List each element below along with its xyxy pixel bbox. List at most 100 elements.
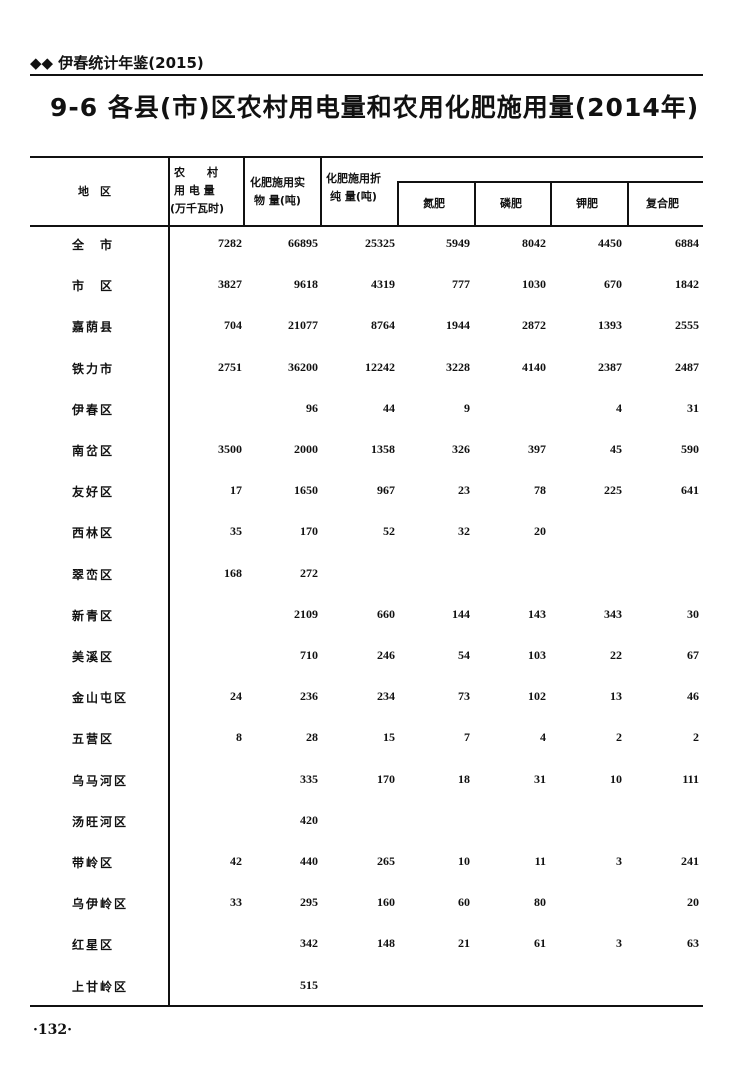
region-label: 嘉荫县 bbox=[72, 320, 115, 335]
table-cell: 102 bbox=[528, 689, 546, 704]
table-cell: 2872 bbox=[522, 318, 546, 333]
running-head: ◆◆ 伊春统计年鉴(2015) bbox=[30, 54, 204, 72]
region-label: 全 市 bbox=[72, 238, 115, 252]
table-cell: 1944 bbox=[446, 318, 470, 333]
table-cell: 28 bbox=[306, 730, 318, 745]
col-divider bbox=[550, 181, 552, 226]
table-cell: 670 bbox=[604, 277, 622, 292]
table-cell: 18 bbox=[458, 771, 470, 786]
table-cell: 2109 bbox=[294, 606, 318, 621]
region-label: 五营区 bbox=[72, 732, 115, 747]
table-cell: 967 bbox=[377, 483, 395, 498]
table-top-rule bbox=[30, 156, 703, 158]
table-cell: 1393 bbox=[598, 318, 622, 333]
header-electricity-3: (万千瓦时) bbox=[170, 202, 225, 215]
table-cell: 1358 bbox=[371, 442, 395, 456]
table-cell: 66895 bbox=[288, 236, 318, 250]
table-cell: 3500 bbox=[218, 442, 242, 456]
table-cell: 3 bbox=[616, 936, 622, 951]
region-label: 乌马河区 bbox=[72, 773, 129, 788]
table-cell: 7 bbox=[464, 730, 470, 745]
table-cell: 9618 bbox=[294, 277, 318, 292]
table-cell: 3827 bbox=[218, 277, 242, 292]
table-cell: 2000 bbox=[294, 442, 318, 456]
table-cell: 234 bbox=[377, 689, 395, 704]
header-nitrogen: 氮肥 bbox=[423, 197, 445, 210]
table-cell: 20 bbox=[534, 524, 546, 539]
table-cell: 20 bbox=[687, 895, 699, 910]
table-cell: 8 bbox=[236, 730, 242, 745]
table-cell: 31 bbox=[687, 400, 699, 415]
table-cell: 5949 bbox=[446, 236, 470, 250]
table-cell: 73 bbox=[458, 689, 470, 704]
header-bottom-rule bbox=[30, 225, 703, 227]
table-cell: 63 bbox=[687, 936, 699, 951]
header-fert-actual-1: 化肥施用实 bbox=[250, 176, 305, 189]
table-cell: 23 bbox=[458, 483, 470, 498]
region-label: 金山屯区 bbox=[72, 691, 129, 706]
header-rule bbox=[30, 74, 703, 76]
table-cell: 7282 bbox=[218, 236, 242, 250]
table-cell: 170 bbox=[377, 771, 395, 786]
table-cell: 397 bbox=[528, 442, 546, 456]
header-electricity-1: 农 村 bbox=[174, 166, 218, 179]
table-cell: 15 bbox=[383, 730, 395, 745]
region-label: 红星区 bbox=[72, 938, 115, 953]
table-cell: 3228 bbox=[446, 359, 470, 374]
table-cell: 170 bbox=[300, 524, 318, 539]
table-cell: 326 bbox=[452, 442, 470, 456]
header-region: 地 区 bbox=[78, 185, 111, 198]
table-cell: 42 bbox=[230, 854, 242, 868]
table-cell: 35 bbox=[230, 524, 242, 539]
table-cell: 2387 bbox=[598, 359, 622, 374]
table-cell: 60 bbox=[458, 895, 470, 910]
table-cell: 160 bbox=[377, 895, 395, 910]
header-fert-pure-1: 化肥施用折 bbox=[326, 172, 381, 185]
region-label: 铁力市 bbox=[72, 361, 115, 376]
region-label: 友好区 bbox=[72, 485, 115, 500]
header-potash: 钾肥 bbox=[576, 197, 598, 210]
page-number: ·132· bbox=[33, 1022, 72, 1038]
table-cell: 265 bbox=[377, 854, 395, 868]
region-label: 带岭区 bbox=[72, 856, 115, 870]
table-cell: 2751 bbox=[218, 359, 242, 374]
table-cell: 32 bbox=[458, 524, 470, 539]
table-cell: 143 bbox=[528, 606, 546, 621]
table-cell: 45 bbox=[610, 442, 622, 456]
table-cell: 96 bbox=[306, 400, 318, 415]
table-cell: 641 bbox=[681, 483, 699, 498]
table-cell: 1030 bbox=[522, 277, 546, 292]
table-cell: 22 bbox=[610, 648, 622, 662]
table-cell: 52 bbox=[383, 524, 395, 539]
table-cell: 25325 bbox=[365, 236, 395, 250]
table-cell: 13 bbox=[610, 689, 622, 704]
table-cell: 12242 bbox=[365, 359, 395, 374]
table-cell: 111 bbox=[682, 771, 699, 786]
col-divider bbox=[243, 157, 245, 226]
region-label: 乌伊岭区 bbox=[72, 897, 129, 912]
table-cell: 61 bbox=[534, 936, 546, 951]
table-cell: 2487 bbox=[675, 359, 699, 374]
table-cell: 4450 bbox=[598, 236, 622, 250]
region-label: 西林区 bbox=[72, 526, 115, 541]
table-cell: 36200 bbox=[288, 359, 318, 374]
region-label: 南岔区 bbox=[72, 444, 115, 458]
region-label: 新青区 bbox=[72, 608, 115, 623]
region-label: 美溪区 bbox=[72, 650, 115, 664]
table-cell: 9 bbox=[464, 400, 470, 415]
table-cell: 54 bbox=[458, 648, 470, 662]
table-cell: 148 bbox=[377, 936, 395, 951]
page-title: 9-6 各县(市)区农村用电量和农用化肥施用量(2014年) bbox=[50, 93, 700, 122]
table-cell: 295 bbox=[300, 895, 318, 910]
table-cell: 10 bbox=[610, 771, 622, 786]
col-divider bbox=[627, 181, 629, 226]
table-cell: 46 bbox=[687, 689, 699, 704]
table-bottom-rule bbox=[30, 1005, 703, 1007]
table-cell: 24 bbox=[230, 689, 242, 704]
header-fert-pure-2: 纯 量(吨) bbox=[330, 190, 377, 203]
table-cell: 8042 bbox=[522, 236, 546, 250]
table-cell: 236 bbox=[300, 689, 318, 704]
table-cell: 30 bbox=[687, 606, 699, 621]
table-cell: 420 bbox=[300, 812, 318, 827]
table-cell: 4319 bbox=[371, 277, 395, 292]
